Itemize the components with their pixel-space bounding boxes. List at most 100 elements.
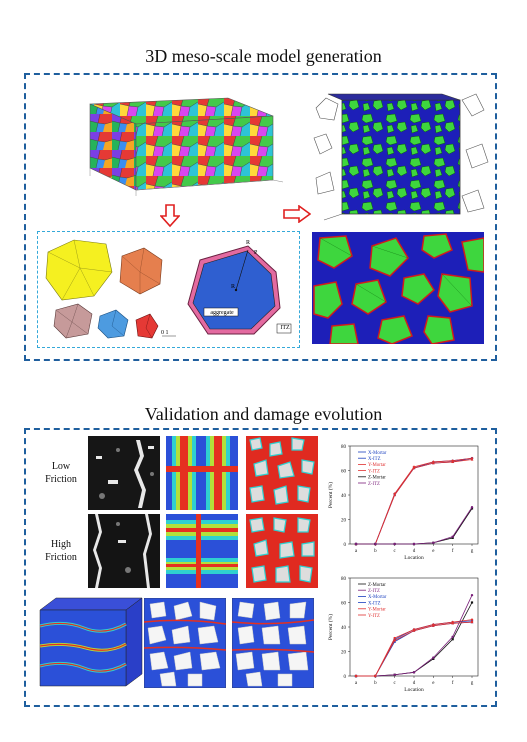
y-tick-label: 80	[341, 445, 347, 450]
damage-section-map-1	[144, 598, 226, 688]
data-point	[354, 674, 358, 678]
x-tick-label: f	[452, 549, 454, 554]
down-arrow-icon	[160, 204, 180, 228]
plot-area	[349, 577, 479, 677]
data-point	[374, 674, 377, 678]
data-point	[470, 507, 474, 510]
damage-cube-3d	[39, 597, 143, 687]
data-point	[393, 673, 396, 676]
scale-bar-label: 0 1	[161, 330, 169, 336]
itz-label: ITZ	[280, 325, 290, 331]
x-tick-label: e	[432, 549, 435, 554]
high-friction-damage-map	[246, 514, 318, 588]
data-point	[432, 624, 435, 627]
data-point	[432, 656, 435, 659]
x-tick-label: b	[374, 549, 377, 554]
radius-r-label: R	[231, 284, 236, 290]
voronoi-3d-block	[89, 97, 284, 196]
data-point	[470, 621, 474, 624]
data-point	[470, 593, 474, 597]
data-point	[432, 657, 435, 660]
y-tick-label: 80	[341, 577, 347, 582]
data-point	[432, 541, 435, 544]
x-tick-label: g	[471, 549, 474, 554]
right-arrow-icon	[283, 205, 311, 223]
data-point	[393, 492, 397, 496]
x-tick-label: d	[413, 681, 416, 686]
data-point	[470, 618, 474, 621]
x-tick-label: g	[471, 681, 474, 686]
x-tick-label: d	[413, 549, 416, 554]
data-point	[451, 535, 454, 538]
x-tick-label: a	[355, 681, 358, 686]
damage-section-map-2	[232, 598, 314, 688]
data-point	[451, 536, 454, 539]
x-axis-label: Location	[404, 687, 424, 693]
low-friction-damage-map	[246, 436, 318, 510]
x-tick-label: b	[374, 681, 377, 686]
x-tick-label: f	[452, 681, 454, 686]
high-friction-contour-map	[166, 514, 238, 588]
y-tick-label: 20	[341, 519, 347, 524]
legend-entry: X-ITZ	[368, 457, 381, 462]
data-point	[451, 635, 454, 638]
x-tick-label: a	[355, 549, 358, 554]
data-point	[451, 638, 454, 641]
data-point	[412, 465, 416, 469]
legend-entry: Y-Mortar	[368, 608, 386, 613]
x-axis-label: Location	[404, 555, 424, 561]
data-point	[354, 542, 358, 546]
y-axis-label: Percent (%)	[327, 482, 334, 508]
y-tick-label: 20	[341, 651, 347, 656]
radius-ri-label: R	[246, 240, 251, 246]
low-friction-ct-image	[88, 436, 160, 510]
top-section-title: 3D meso-scale model generation	[145, 46, 382, 66]
high-friction-ct-image	[88, 514, 160, 588]
row-label-low-friction: Low Friction	[45, 461, 77, 485]
data-point	[451, 622, 454, 625]
legend-entry: Z-ITZ	[368, 482, 380, 487]
data-point	[412, 628, 416, 631]
mesh-section-2d	[312, 232, 484, 344]
data-point	[451, 620, 454, 624]
aggregate-label: aggregate	[210, 310, 234, 316]
data-point	[412, 542, 416, 546]
legend-entry: Z-Mortar	[368, 476, 386, 481]
legend-entry: Y-ITZ	[368, 469, 380, 474]
legend-entry: Y-ITZ	[368, 614, 380, 619]
data-point	[393, 542, 396, 546]
y-tick-label: 40	[341, 626, 347, 631]
plot-area	[349, 445, 479, 545]
aggregate-shapes	[45, 239, 292, 339]
data-point	[470, 506, 474, 509]
data-point	[470, 601, 474, 604]
legend-entry: X-ITZ	[368, 601, 381, 606]
legend-entry: Z-ITZ	[368, 589, 380, 594]
x-tick-label: c	[394, 681, 397, 686]
x-tick-label: e	[432, 681, 435, 686]
y-tick-label: 60	[341, 602, 347, 607]
point-pi-label: P	[254, 250, 258, 256]
chart-bottom-percent-by-location: 0 20 40 60 80 a b c d e f g Location Percent (%) Z-Mor…	[327, 577, 479, 693]
bottom-section-title: Validation and damage evolution	[144, 404, 383, 424]
data-point	[374, 542, 377, 546]
data-point	[432, 623, 435, 626]
y-tick-label: 0	[344, 675, 347, 680]
y-tick-label: 60	[341, 470, 347, 475]
top-section-frame	[24, 73, 497, 361]
data-point	[470, 456, 474, 460]
bottom-section-frame	[24, 428, 497, 707]
data-point	[412, 671, 416, 674]
y-tick-label: 40	[341, 494, 347, 499]
data-point	[431, 460, 435, 464]
legend-entry: X-Mortar	[368, 451, 387, 456]
y-axis-label: Percent (%)	[327, 614, 334, 640]
legend-entry: X-Mortar	[368, 595, 387, 600]
mesh-cube-3d	[313, 93, 489, 221]
data-point	[393, 639, 396, 642]
legend-entry: Z-Mortar	[368, 583, 386, 588]
chart-top-percent-by-location: 0 20 40 60 80 a b c d e f g Location Percent (%) X-Mor…	[327, 445, 479, 561]
data-point	[412, 629, 416, 632]
aggregate-detail-frame	[37, 231, 300, 348]
row-label-high-friction: High Friction	[45, 539, 77, 563]
